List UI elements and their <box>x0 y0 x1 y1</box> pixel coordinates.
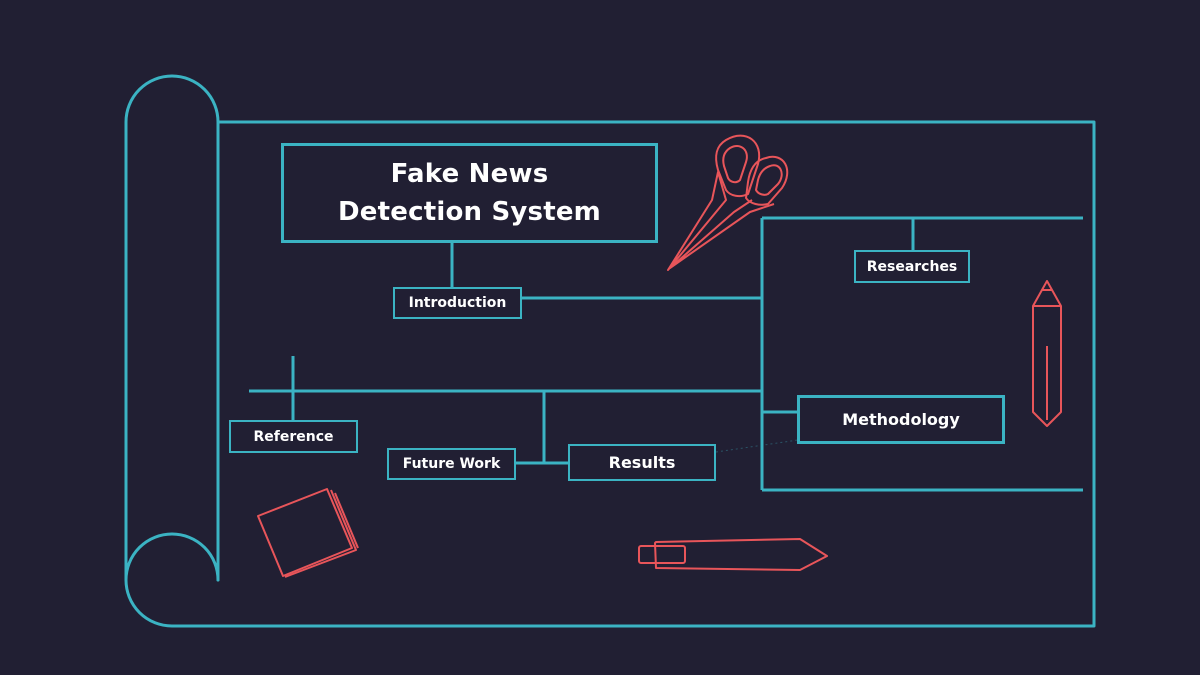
pen-icon <box>638 538 828 571</box>
dotted-guide-line <box>715 439 799 453</box>
researches-node: Researches <box>854 250 970 283</box>
scissors-icon <box>667 134 789 271</box>
title-box: Fake News Detection System <box>281 143 658 243</box>
reference-node: Reference <box>229 420 358 453</box>
scroll-icon <box>124 74 1096 628</box>
future-work-node: Future Work <box>387 448 516 480</box>
reference-label: Reference <box>253 428 334 445</box>
connector-lines <box>249 216 1083 492</box>
results-node: Results <box>568 444 716 481</box>
future-work-label: Future Work <box>402 456 501 472</box>
introduction-label: Introduction <box>408 295 507 311</box>
methodology-label: Methodology <box>842 410 960 429</box>
introduction-node: Introduction <box>393 287 522 319</box>
researches-label: Researches <box>866 258 958 275</box>
pencil-icon <box>1032 280 1062 427</box>
paper-stack-icon <box>257 488 359 578</box>
page-title: Fake News Detection System <box>338 159 601 227</box>
results-label: Results <box>608 453 676 472</box>
methodology-node: Methodology <box>797 395 1005 444</box>
